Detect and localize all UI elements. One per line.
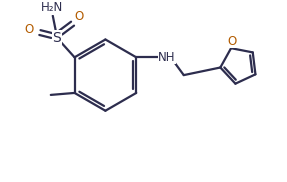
Text: O: O bbox=[24, 23, 34, 36]
Text: NH: NH bbox=[158, 51, 176, 64]
Text: S: S bbox=[52, 31, 61, 45]
Text: O: O bbox=[227, 35, 237, 48]
Text: O: O bbox=[75, 10, 84, 23]
Text: H₂N: H₂N bbox=[41, 1, 63, 14]
